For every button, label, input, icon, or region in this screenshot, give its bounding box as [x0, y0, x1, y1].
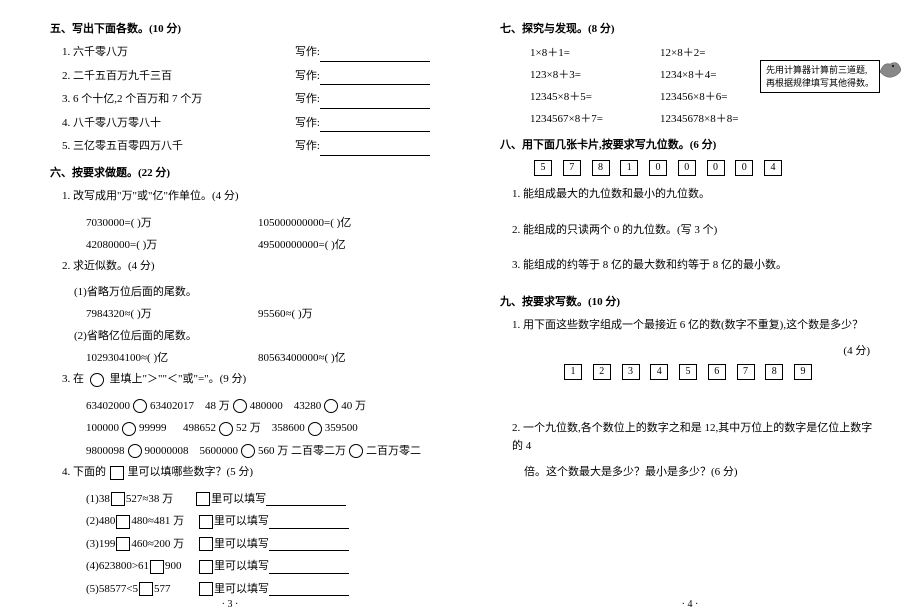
sec7-title: 七、探究与发现。(8 分) — [500, 20, 880, 36]
sec9-q1-score: (4 分) — [500, 342, 870, 358]
sec6-q2-row: 7984320≈( )万 95560≈( )万 — [86, 305, 430, 321]
sec5-title: 五、写出下面各数。(10 分) — [50, 20, 430, 36]
sec6-q3-row: 6340200063402017 48 万480000 4328040 万 — [86, 397, 430, 413]
pagenum-left: · 3 · — [222, 599, 239, 610]
sec8-cards: 5 7 8 1 0 0 0 0 4 — [530, 160, 880, 176]
sec9-q2a: 2. 一个九位数,各个数位上的数字之和是 12,其中万位上的数字是亿位上数字的 … — [512, 420, 880, 455]
sec6-q1-title: 1. 改写成用"万"或"亿"作单位。(4 分) — [62, 188, 430, 206]
sec8-q3: 3. 能组成的约等于 8 亿的最大数和约等于 8 亿的最小数。 — [512, 257, 880, 275]
sec8-q1: 1. 能组成最大的九位数和最小的九位数。 — [512, 186, 880, 204]
sec6-q4-row: (3)199460≈200 万 里可以填写 — [86, 535, 430, 551]
sec6-q4-title: 4. 下面的 里可以填哪些数字？(5 分) — [62, 464, 430, 482]
sec6-q1-row: 7030000=( )万 105000000000=( )亿 — [86, 214, 430, 230]
page-right: 七、探究与发现。(8 分) 1×8＋1= 12×8＋2= 123×8＋3= 12… — [460, 0, 920, 615]
sec6-q4-row: (1)38527≈38 万 里可以填写 — [86, 490, 430, 506]
sec6-q3-title: 3. 在 里填上"＞""＜"或"="。(9 分) — [62, 371, 430, 389]
sec6-q2-sub2: (2)省略亿位后面的尾数。 — [74, 327, 430, 343]
sec6-q2-title: 2. 求近似数。(4 分) — [62, 258, 430, 276]
sec7-row: 1234567×8＋7= 12345678×8＋8= — [530, 110, 880, 126]
sec6-q3-row: 980009890000008 5600000560 万 二百零二万二百万零二 — [86, 442, 430, 458]
sec6-q4-row: (4)623800>61900 里可以填写 — [86, 557, 430, 573]
sec5-item: 1. 六千零八万 写作: 2. 二千五百万九千三百 写作: 3. 6 个十亿,2… — [62, 44, 430, 156]
sec7-row: 1×8＋1= 12×8＋2= — [530, 44, 880, 60]
sec6-q3-row: 10000099999 49865252 万 358600359500 — [86, 419, 430, 435]
sec9-q2b: 倍。这个数最大是多少？最小是多少？(6 分) — [524, 464, 880, 482]
sec8-q2: 2. 能组成的只读两个 0 的九位数。(写 3 个) — [512, 222, 880, 240]
page-left: 五、写出下面各数。(10 分) 1. 六千零八万 写作: 2. 二千五百万九千三… — [0, 0, 460, 615]
sec6-q1-row: 42080000=( )万 49500000000=( )亿 — [86, 236, 430, 252]
sec6-q2-sub1: (1)省略万位后面的尾数。 — [74, 283, 430, 299]
sec6-q2-row: 1029304100≈( )亿 80563400000≈( )亿 — [86, 349, 430, 365]
sec6-title: 六、按要求做题。(22 分) — [50, 164, 430, 180]
sec9-q1: 1. 用下面这些数字组成一个最接近 6 亿的数(数字不重复),这个数是多少？ — [512, 317, 880, 335]
sec8-title: 八、用下面几张卡片,按要求写九位数。(6 分) — [500, 136, 880, 152]
sec6-q4-row: (5)58577<5577 里可以填写 — [86, 580, 430, 596]
callout-box: 先用计算器计算前三道题,再根据规律填写其他得数。 — [760, 60, 880, 93]
sec9-cards: 1 2 3 4 5 6 7 8 9 — [560, 364, 880, 380]
sec6-q4-row: (2)480480≈481 万 里可以填写 — [86, 512, 430, 528]
sec9-title: 九、按要求写数。(10 分) — [500, 293, 880, 309]
decoration-icon — [875, 52, 905, 82]
pagenum-right: · 4 · — [682, 599, 699, 610]
